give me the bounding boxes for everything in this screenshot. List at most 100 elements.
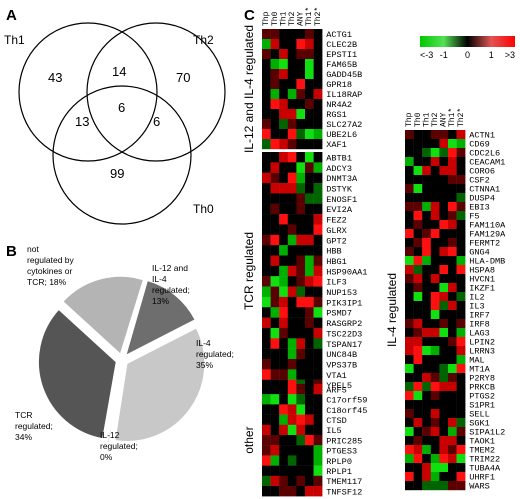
heatmap-cell bbox=[313, 99, 323, 110]
heatmap-cell bbox=[305, 193, 314, 204]
heatmap-cell bbox=[439, 265, 449, 275]
heatmap-cell bbox=[305, 69, 314, 80]
heatmap-cell bbox=[456, 373, 466, 383]
gene-label: VTA1 bbox=[326, 371, 347, 381]
heatmap-cell bbox=[313, 69, 323, 80]
heatmap-cell bbox=[270, 394, 280, 405]
heatmap-cell bbox=[305, 29, 314, 40]
heatmap-cell bbox=[456, 463, 466, 473]
heatmap-cell bbox=[439, 409, 449, 419]
heatmap-cell bbox=[305, 255, 314, 267]
heatmap-cell bbox=[405, 337, 414, 347]
gene-label: FAM129A bbox=[469, 229, 506, 239]
pie-label-il4: IL-4 regulated; 35% bbox=[196, 338, 236, 370]
heatmap-cell bbox=[305, 214, 314, 225]
heatmap-cell bbox=[287, 276, 297, 287]
column-header: Th0 bbox=[271, 11, 280, 26]
heatmap-cell bbox=[456, 310, 466, 320]
heatmap-cell bbox=[313, 394, 323, 405]
heatmap-cell bbox=[439, 283, 449, 293]
heatmap-cell bbox=[305, 486, 314, 497]
heatmap-cell bbox=[313, 414, 323, 425]
heatmap-cell bbox=[439, 301, 449, 311]
heatmap-cell bbox=[448, 211, 457, 221]
heatmap-cell bbox=[270, 486, 280, 497]
heatmap-cell bbox=[262, 465, 271, 476]
heatmap-cell bbox=[270, 172, 280, 184]
heatmap-cell bbox=[279, 59, 288, 70]
heatmap-cell bbox=[296, 139, 306, 150]
heatmap-cell bbox=[422, 400, 431, 410]
venn-label-th0: Th0 bbox=[193, 202, 214, 216]
heatmap-cell bbox=[262, 265, 271, 277]
heatmap-cell bbox=[287, 139, 297, 150]
pie-label-tcr: TCR regulated; 34% bbox=[15, 410, 55, 442]
heatmap-cell bbox=[430, 337, 440, 347]
heatmap-cell bbox=[270, 307, 280, 318]
gene-label: SELL bbox=[469, 409, 490, 419]
heatmap-cell bbox=[448, 247, 457, 257]
heatmap-cell bbox=[430, 364, 440, 374]
heatmap-cell bbox=[313, 139, 323, 150]
heatmap-cell bbox=[448, 418, 457, 428]
heatmap-cell bbox=[262, 424, 271, 436]
heatmap-cell bbox=[262, 162, 271, 173]
heatmap-cell bbox=[270, 203, 280, 215]
heatmap-cell bbox=[448, 391, 457, 401]
gene-label: IRF7 bbox=[469, 310, 490, 320]
gene-label: GLRX bbox=[326, 226, 347, 236]
heatmap-cell bbox=[448, 445, 457, 455]
heatmap-cell bbox=[413, 472, 423, 482]
heatmap-cell bbox=[405, 319, 414, 329]
heatmap-cell bbox=[430, 454, 440, 464]
heatmap-cell bbox=[405, 247, 414, 257]
heatmap-cell bbox=[262, 193, 271, 204]
heatmap-cell bbox=[296, 255, 306, 267]
heatmap-cell bbox=[287, 394, 297, 405]
heatmap-cell bbox=[313, 404, 323, 415]
heatmap-cell bbox=[287, 369, 297, 380]
venn-count-th2-th0: 6 bbox=[153, 114, 160, 129]
heatmap-cell bbox=[287, 152, 297, 163]
gene-label: IKZF1 bbox=[469, 283, 495, 293]
heatmap-cell bbox=[313, 455, 323, 466]
heatmap-cell bbox=[313, 435, 323, 446]
heatmap-cell bbox=[448, 337, 457, 347]
heatmap-cell bbox=[313, 49, 323, 60]
heatmap-cell bbox=[296, 162, 306, 173]
heatmap-cell bbox=[262, 29, 271, 40]
gene-label: RASGRP2 bbox=[326, 319, 362, 329]
gene-label: RPLP0 bbox=[326, 457, 352, 467]
heatmap-cell bbox=[296, 384, 306, 395]
heatmap-cell bbox=[279, 276, 288, 287]
heatmap-cell bbox=[413, 148, 423, 158]
pie-chart bbox=[37, 275, 206, 444]
heatmap-cell bbox=[413, 265, 423, 275]
heatmap-cell bbox=[405, 202, 414, 212]
heatmap-cell bbox=[270, 265, 280, 277]
heatmap-cell bbox=[296, 129, 306, 140]
heatmap-cell bbox=[287, 109, 297, 120]
heatmap: Thp Th0 Th1 Th2 ANY Th1* Th2*ACTG1CLEC2BEPSTI1… bbox=[242, 7, 506, 498]
gene-label: GPT2 bbox=[326, 236, 347, 246]
heatmap-cell bbox=[270, 119, 280, 130]
heatmap-cell bbox=[422, 202, 431, 212]
heatmap-cell bbox=[430, 382, 440, 392]
heatmap-cell bbox=[413, 292, 423, 302]
heatmap-cell bbox=[448, 463, 457, 473]
heatmap-cell bbox=[305, 265, 314, 277]
heatmap-cell bbox=[405, 301, 414, 311]
heatmap-cell bbox=[279, 404, 288, 415]
heatmap-cell bbox=[439, 211, 449, 221]
heatmap-cell bbox=[456, 283, 466, 293]
heatmap-cell bbox=[270, 327, 280, 339]
heatmap-cell bbox=[296, 245, 306, 256]
heatmap-cell bbox=[296, 119, 306, 130]
heatmap-cell bbox=[296, 486, 306, 497]
heatmap-cell bbox=[430, 139, 440, 149]
heatmap-cell bbox=[305, 296, 314, 308]
heatmap-cell bbox=[430, 247, 440, 257]
heatmap-cell bbox=[287, 327, 297, 339]
heatmap-cell bbox=[405, 256, 414, 266]
heatmap-cell bbox=[439, 337, 449, 347]
